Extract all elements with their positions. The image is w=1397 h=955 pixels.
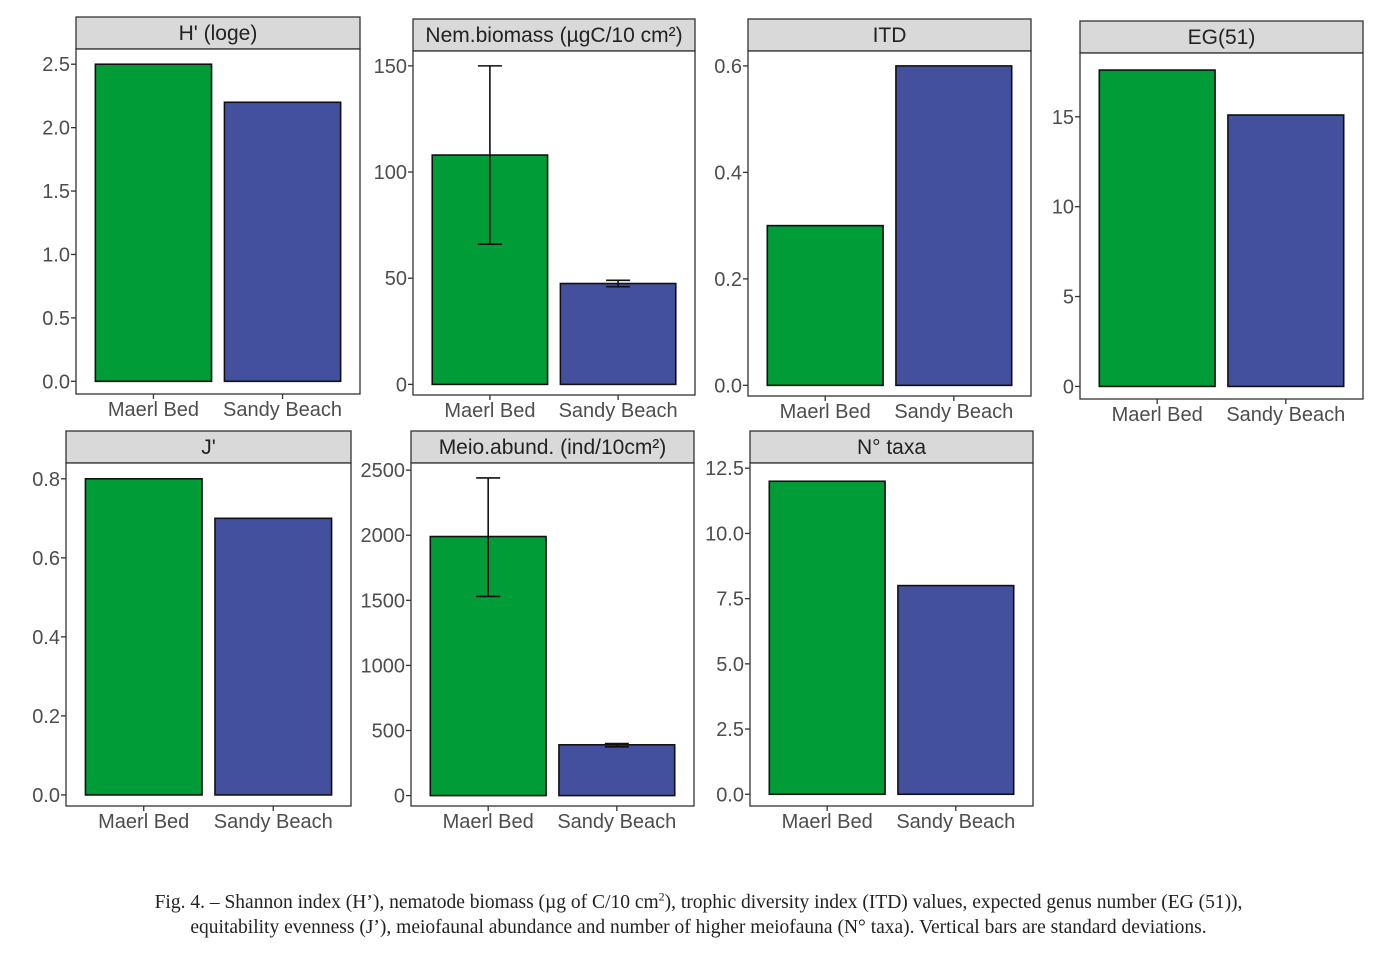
bar-sandy-beach (214, 517, 333, 796)
y-tick-label: 500 (372, 721, 405, 743)
y-tick-label: 0.0 (32, 785, 60, 807)
y-tick-label: 2000 (361, 525, 406, 547)
panel-title-strip (412, 18, 696, 52)
chart-panel-3: ITD 0.0 0.2 0.4 0.6 Maerl Bed Sandy Beach (714, 18, 1032, 423)
x-tick-label: Sandy Beach (559, 400, 678, 422)
y-tick-label: 10 (1052, 197, 1074, 219)
panel-title-strip (75, 16, 361, 50)
chart-panel-6: Meio.abund. (ind/10cm²) 0 500 1000 1500 2000 2… (361, 430, 695, 833)
bar-maerl-bed (1098, 69, 1216, 388)
y-tick-label: 2.5 (716, 719, 744, 741)
y-tick-label: 0.6 (714, 56, 742, 78)
bar-sandy-beach (558, 744, 676, 797)
figure-caption: Fig. 4. – Shannon index (H’), nematode b… (10, 884, 1387, 940)
panel-title-strip (749, 430, 1034, 464)
panel-title: J' (201, 436, 216, 459)
x-tick-label: Maerl Bed (780, 401, 871, 423)
caption-line-2: equitability evenness (J’), meiofaunal a… (190, 916, 1207, 938)
y-tick-label: 0.5 (42, 308, 70, 330)
x-tick-label: Sandy Beach (214, 811, 333, 833)
y-tick-label: 0.0 (716, 784, 744, 806)
y-tick-label: 50 (385, 268, 407, 290)
y-tick-label: 2.0 (42, 118, 70, 140)
x-tick-label: Maerl Bed (444, 400, 535, 422)
panel-title-strip (65, 430, 352, 464)
bar-maerl-bed (766, 224, 884, 387)
y-tick-label: 100 (374, 162, 407, 184)
caption-line-1: Fig. 4. – Shannon index (H’), nematode b… (154, 889, 1243, 913)
panel-title: Nem.biomass (µgC/10 cm²) (425, 24, 682, 47)
y-tick-label: 0.6 (32, 548, 60, 570)
bar-sandy-beach (895, 65, 1013, 387)
panel-title: ITD (873, 24, 907, 47)
y-tick-label: 0.8 (32, 469, 60, 491)
y-tick-label: 0 (394, 786, 405, 808)
bar-sandy-beach (897, 584, 1015, 796)
y-tick-label: 0.2 (32, 706, 60, 728)
chart-panel-1: H' (loge) 0.0 0.5 1.0 1.5 2.0 2.5 Maerl Bed Sand… (42, 16, 361, 421)
y-tick-label: 0.0 (714, 375, 742, 397)
y-tick-label: 0 (1063, 376, 1074, 398)
x-tick-label: Sandy Beach (557, 811, 676, 833)
bar-sandy-beach (1227, 114, 1345, 388)
panel-title-strip (410, 430, 695, 464)
y-tick-label: 1.5 (42, 181, 70, 203)
panel-title: N° taxa (857, 436, 926, 459)
panel-title: H' (loge) (179, 22, 258, 45)
y-tick-label: 150 (374, 56, 407, 78)
y-tick-label: 1.0 (42, 244, 70, 266)
x-tick-label: Maerl Bed (443, 811, 534, 833)
y-tick-label: 7.5 (716, 589, 744, 611)
y-tick-label: 5.0 (716, 654, 744, 676)
bar-sandy-beach (223, 101, 342, 383)
y-tick-label: 12.5 (705, 458, 744, 480)
y-tick-label: 2500 (361, 460, 406, 482)
x-tick-label: Sandy Beach (223, 399, 342, 421)
x-tick-label: Sandy Beach (896, 811, 1015, 833)
chart-panel-4: EG(51) 0 5 10 15 Maerl Bed Sandy Beach (1052, 20, 1364, 426)
bar-sandy-beach (559, 282, 677, 386)
x-tick-label: Sandy Beach (894, 401, 1013, 423)
bar-maerl-bed (84, 478, 203, 796)
y-tick-label: 0.0 (42, 371, 70, 393)
chart-panel-5: J' 0.0 0.2 0.4 0.6 0.8 Maerl Bed Sandy Beach (32, 430, 352, 833)
x-tick-label: Maerl Bed (98, 811, 189, 833)
x-tick-label: Maerl Bed (108, 399, 199, 421)
y-tick-label: 0.4 (714, 162, 742, 184)
panel-title-strip (1079, 20, 1364, 54)
bar-chart-grid: H' (loge) 0.0 0.5 1.0 1.5 2.0 2.5 Maerl Bed Sand… (32, 16, 1364, 833)
y-tick-label: 0.2 (714, 269, 742, 291)
y-tick-label: 0.4 (32, 627, 60, 649)
y-tick-label: 5 (1063, 287, 1074, 309)
y-tick-label: 1500 (361, 590, 406, 612)
y-tick-label: 1000 (361, 655, 406, 677)
bar-maerl-bed (768, 480, 886, 796)
panel-title: Meio.abund. (ind/10cm²) (439, 436, 667, 459)
x-tick-label: Maerl Bed (782, 811, 873, 833)
x-tick-label: Sandy Beach (1226, 404, 1345, 426)
chart-panel-2: Nem.biomass (µgC/10 cm²) 0 50 100 150 Maerl B… (374, 18, 696, 422)
y-tick-label: 15 (1052, 107, 1074, 129)
x-tick-label: Maerl Bed (1112, 404, 1203, 426)
y-tick-label: 0 (396, 374, 407, 396)
y-tick-label: 2.5 (42, 54, 70, 76)
y-tick-label: 10.0 (705, 523, 744, 545)
bar-maerl-bed (94, 63, 213, 383)
panel-title: EG(51) (1188, 26, 1256, 49)
chart-panel-7: N° taxa 0.0 2.5 5.0 7.5 10.0 12.5 Maerl Bed Sand… (705, 430, 1034, 833)
